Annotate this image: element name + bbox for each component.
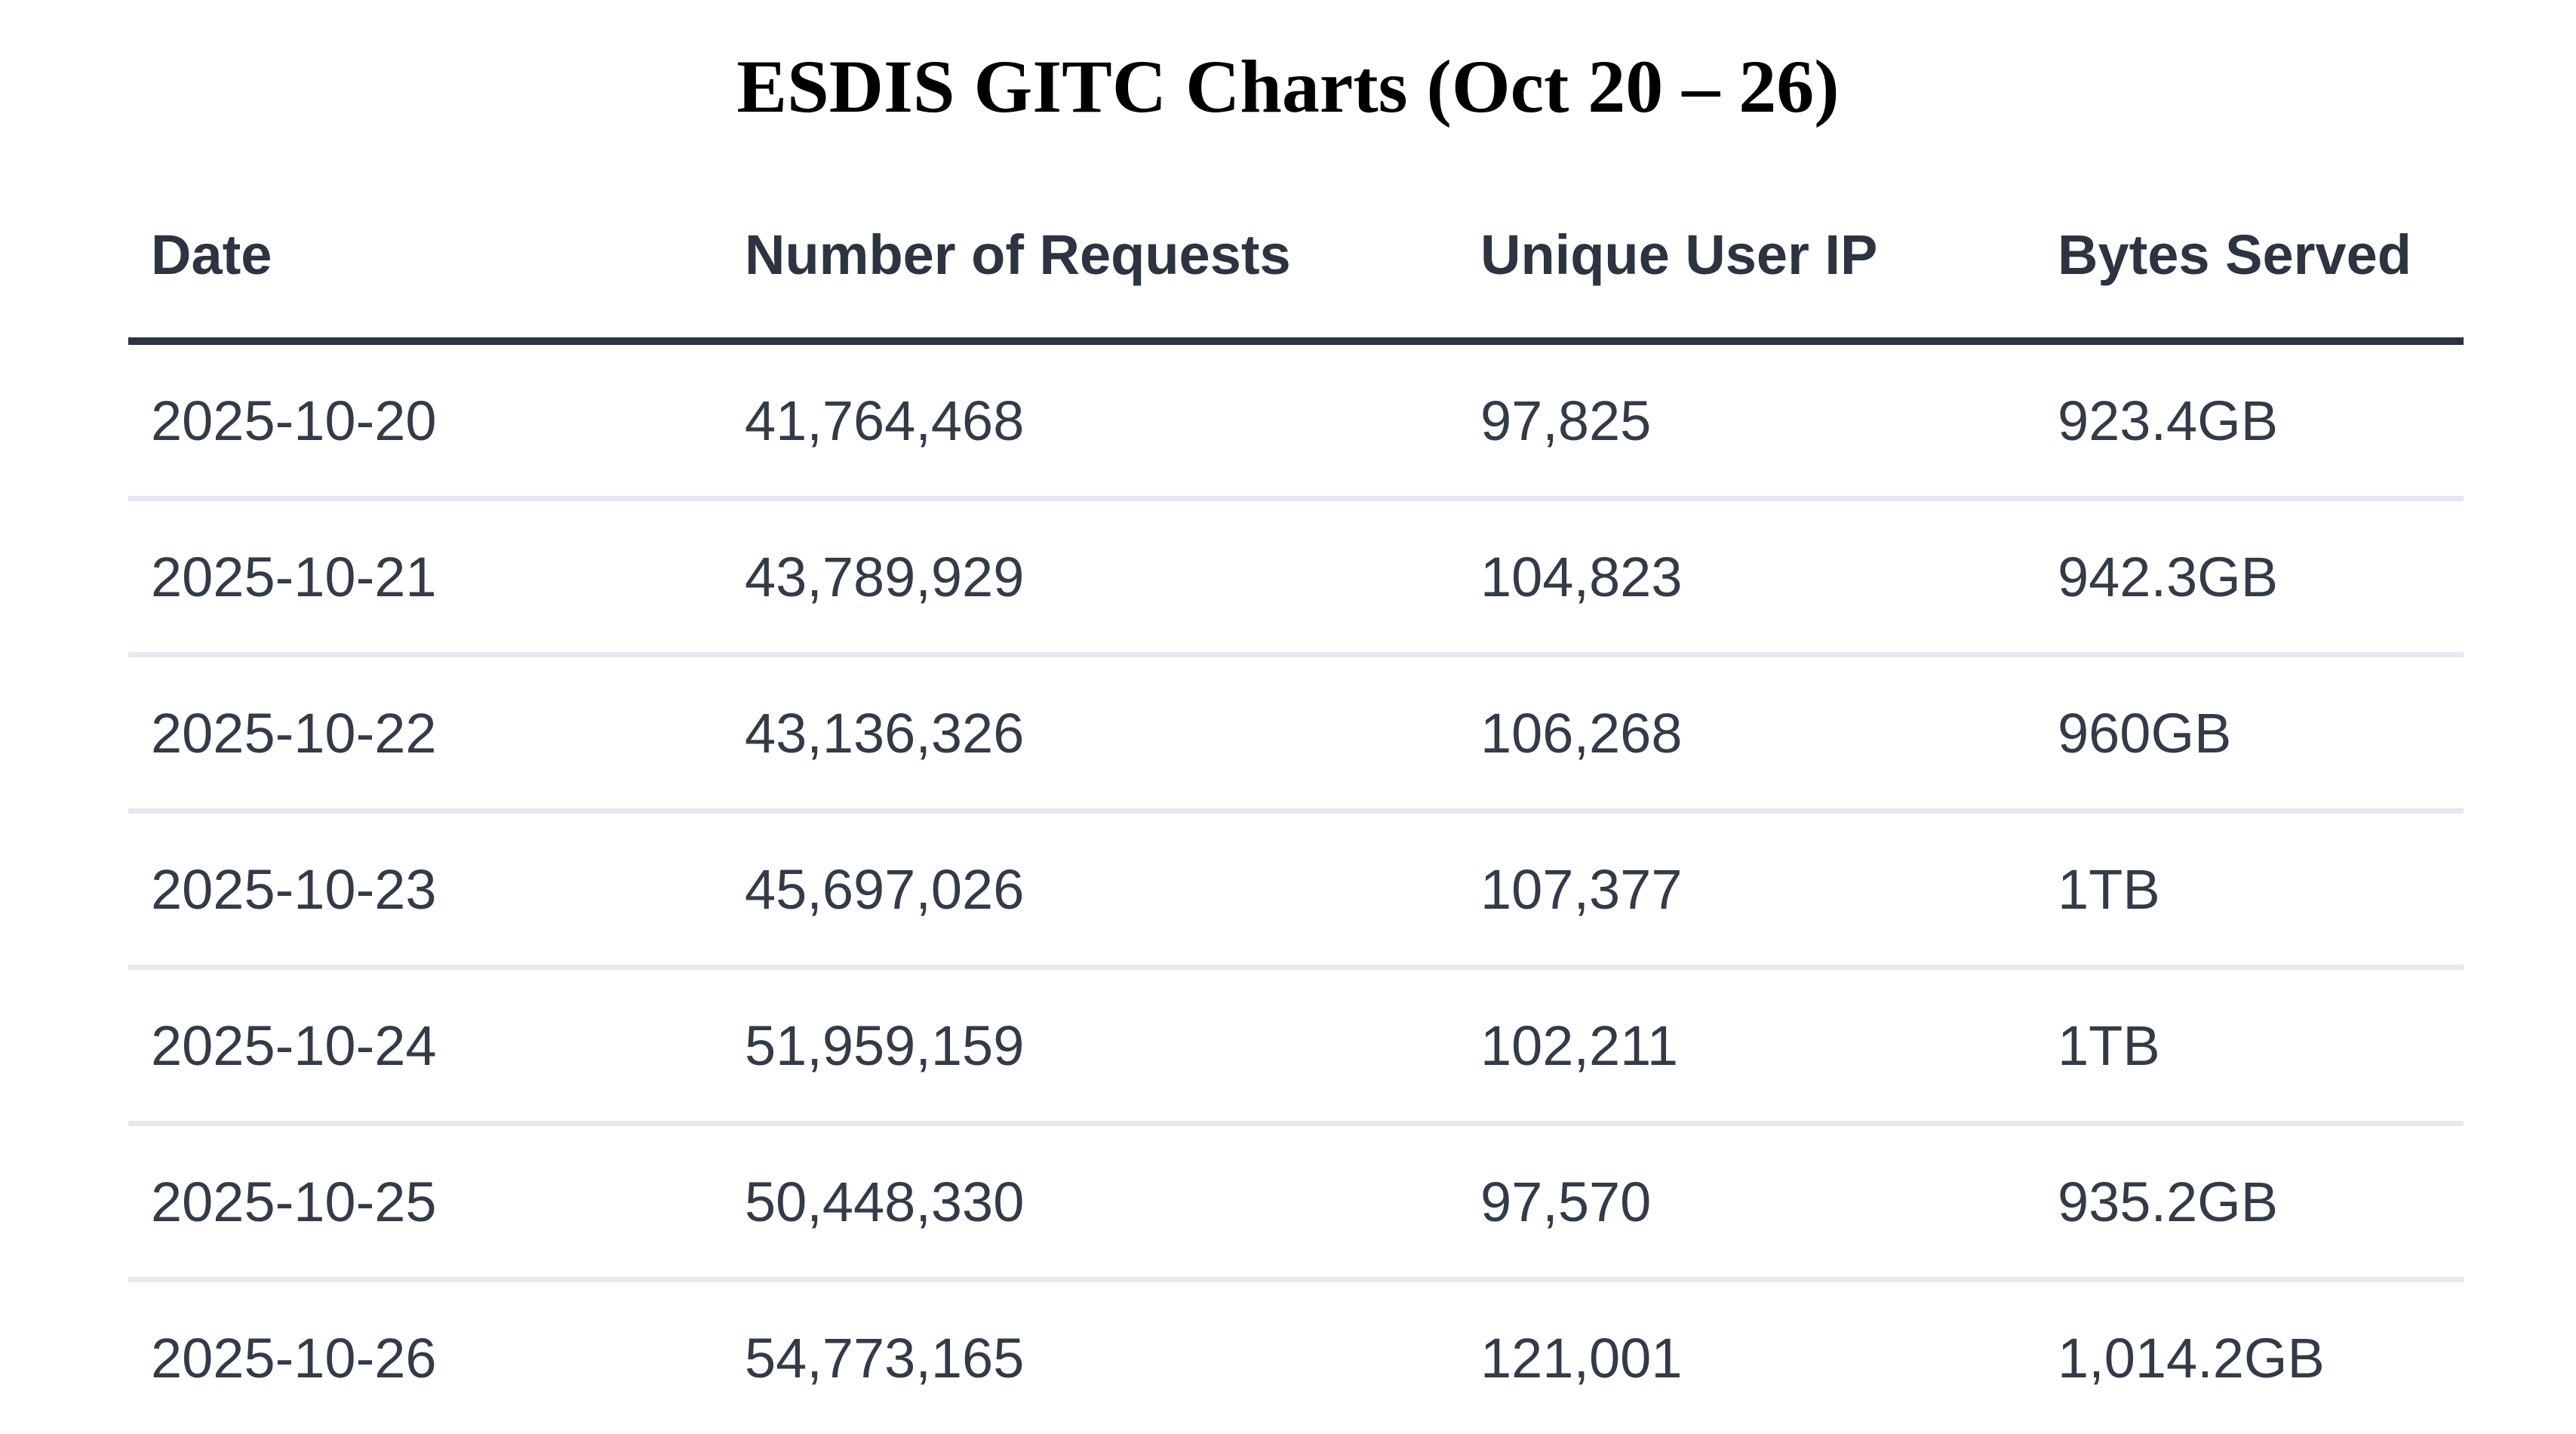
cell-requests: 41,764,468 [722,341,1458,501]
cell-unique-user-ip: 97,825 [1458,341,2035,501]
cell-bytes-served: 935.2GB [2035,1123,2464,1282]
table-row: 2025-10-20 41,764,468 97,825 923.4GB [128,341,2464,501]
cell-date: 2025-10-23 [128,811,722,970]
table-row: 2025-10-24 51,959,159 102,211 1TB [128,967,2464,1126]
cell-date: 2025-10-21 [128,498,722,657]
cell-unique-user-ip: 107,377 [1458,811,2035,970]
cell-bytes-served: 923.4GB [2035,341,2464,501]
table-row: 2025-10-23 45,697,026 107,377 1TB [128,811,2464,970]
cell-requests: 51,959,159 [722,967,1458,1126]
table-row: 2025-10-21 43,789,929 104,823 942.3GB [128,498,2464,657]
cell-date: 2025-10-20 [128,341,722,501]
page-title: ESDIS GITC Charts (Oct 20 – 26) [736,45,1840,128]
column-header-bytes-served: Bytes Served [2035,219,2464,345]
cell-requests: 43,789,929 [722,498,1458,657]
column-header-number-of-requests: Number of Requests [722,219,1458,345]
table-row: 2025-10-26 54,773,165 121,001 1,014.2GB [128,1280,2464,1434]
column-header-date: Date [128,219,722,345]
stats-table-container: Date Number of Requests Unique User IP B… [128,219,2464,1433]
cell-requests: 43,136,326 [722,654,1458,814]
cell-bytes-served: 1TB [2035,811,2464,970]
table-row: 2025-10-22 43,136,326 106,268 960GB [128,654,2464,814]
cell-bytes-served: 942.3GB [2035,498,2464,657]
cell-bytes-served: 1,014.2GB [2058,1326,2325,1389]
cell-requests: 54,773,165 [745,1326,1025,1389]
cell-date: 2025-10-26 [151,1326,437,1389]
cell-bytes-served: 1TB [2035,967,2464,1126]
cell-bytes-served: 960GB [2035,654,2464,814]
cell-date: 2025-10-24 [128,967,722,1126]
cell-date: 2025-10-25 [128,1123,722,1282]
cell-unique-user-ip: 102,211 [1458,967,2035,1126]
cell-unique-user-ip: 97,570 [1458,1123,2035,1282]
stats-table: Date Number of Requests Unique User IP B… [128,219,2464,1433]
cell-unique-user-ip: 104,823 [1458,498,2035,657]
table-row: 2025-10-25 50,448,330 97,570 935.2GB [128,1123,2464,1282]
cell-date: 2025-10-22 [128,654,722,814]
column-header-unique-user-ip: Unique User IP [1458,219,2035,345]
table-header-row: Date Number of Requests Unique User IP B… [128,219,2464,345]
cell-requests: 50,448,330 [722,1123,1458,1282]
cell-unique-user-ip: 106,268 [1458,654,2035,814]
cell-requests: 45,697,026 [722,811,1458,970]
cell-unique-user-ip: 121,001 [1480,1326,1683,1389]
